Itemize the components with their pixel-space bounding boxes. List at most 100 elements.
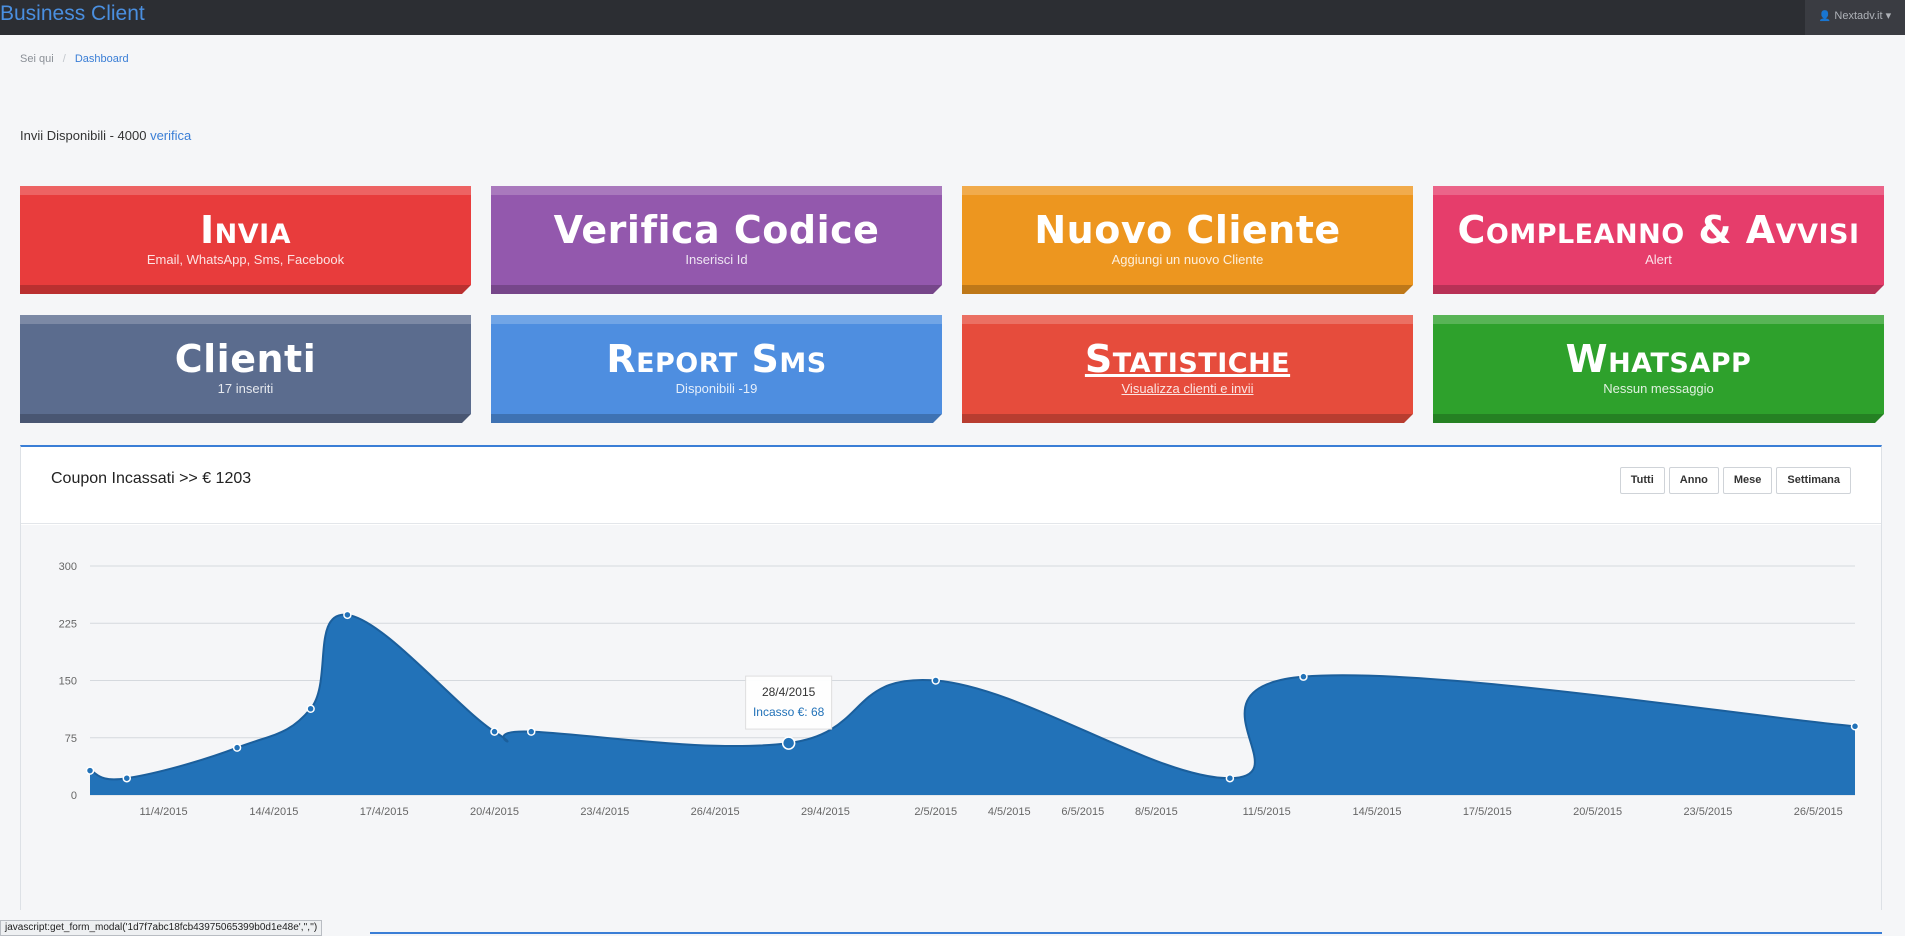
series-line [89,613,1856,781]
tile-top-strip [962,315,1413,324]
range-button-group: Tutti Anno Mese Settimana [1619,467,1851,494]
tile-title: Invia [199,208,292,252]
data-point [1225,773,1235,783]
tile-corner [1875,414,1884,423]
x-tick-label: 14/4/2015 [249,806,298,818]
tile-title: Nuovo Cliente [1034,208,1341,252]
tooltip-value: Incasso €: 68 [753,705,825,719]
x-tick-label: 8/5/2015 [1135,806,1178,818]
tile-subtitle: Inserisci Id [685,252,748,267]
tile-bottom-strip [962,285,1413,294]
credits-text: Invii Disponibili - 4000 [20,128,147,143]
tooltip-date: 28/4/2015 [762,685,816,699]
tile-bottom-strip [20,285,471,294]
chart-body: 0 75 150 225 300 11/4/2015 14/4/2015 17/4/2015 2… [21,525,1881,910]
data-point [490,727,499,736]
tile-subtitle: Alert [1645,252,1672,267]
tile-title: Whatsapp [1565,337,1752,381]
tile-corner [1875,285,1884,294]
tile-subtitle: Visualizza clienti e invii [1121,381,1254,396]
tile-top-strip [491,315,942,324]
y-tick-label: 150 [59,676,77,688]
tile-corner [462,414,471,423]
x-tick-label: 29/4/2015 [801,806,850,818]
x-tick-label: 17/5/2015 [1463,806,1512,818]
x-tick-label: 20/5/2015 [1573,806,1622,818]
chart-title: Coupon Incassati >> € 1203 [51,470,252,487]
data-point [781,736,796,750]
data-point [527,727,536,736]
brand-title[interactable]: Business Client [0,2,145,25]
tile-title: Statistiche [1084,337,1291,381]
browser-status-bar: javascript:get_form_modal('1d7f7abc18fcb… [0,920,323,936]
chart-header: Coupon Incassati >> € 1203 Tutti Anno Me… [21,447,1881,524]
tile-corner [1404,285,1413,294]
x-tick-label: 6/5/2015 [1061,806,1104,818]
user-icon: 👤 [1818,11,1832,22]
data-point [343,610,352,620]
y-tick-label: 225 [59,618,77,630]
tooltip-box [745,675,833,730]
tile-verify-code[interactable]: Verifica Codice Inserisci Id [491,186,942,294]
tile-bottom-strip [1433,285,1884,294]
breadcrumb-current[interactable]: Dashboard [74,53,129,65]
tile-title: Report Sms [606,337,827,381]
data-point [122,773,132,783]
credits-info: Invii Disponibili - 4000 verifica [20,128,191,143]
tile-corner [462,285,471,294]
x-tick-label: 11/4/2015 [139,806,187,818]
tile-sms-report[interactable]: Report Sms Disponibili -19 [491,315,942,423]
area-chart[interactable]: 0 75 150 225 300 11/4/2015 14/4/2015 17/4/2015 2… [21,525,1881,910]
tile-top-strip [1433,186,1884,195]
verify-link[interactable]: verifica [150,128,192,143]
x-tick-label: 11/5/2015 [1243,806,1291,818]
tile-top-strip [962,186,1413,195]
x-tick-label: 14/5/2015 [1353,806,1402,818]
breadcrumb: Sei qui / Dashboard [20,53,129,65]
y-tick-label: 75 [65,733,77,745]
range-all-button[interactable]: Tutti [1619,467,1665,494]
user-menu[interactable]: 👤 Nextadv.it ▾ [1805,0,1905,35]
range-month-button[interactable]: Mese [1722,467,1773,494]
user-name: Nextadv.it [1834,10,1883,22]
tile-corner [1404,414,1413,423]
tile-subtitle: 17 inseriti [217,381,274,396]
breadcrumb-home: Sei qui [20,53,54,65]
data-point [931,676,940,685]
tile-subtitle: Disponibili -19 [675,381,758,396]
tile-bottom-strip [491,414,942,423]
tile-top-strip [20,315,471,324]
tile-send[interactable]: Invia Email, WhatsApp, Sms, Facebook [20,186,471,294]
panel-divider [370,932,1882,934]
tile-top-strip [491,186,942,195]
x-tick-label: 20/4/2015 [470,806,519,818]
area-fill [90,614,1855,795]
tile-birthday-alerts[interactable]: Compleanno & Avvisi Alert [1433,186,1884,294]
tile-statistics[interactable]: Statistiche Visualizza clienti e invii [962,315,1413,423]
tile-bottom-strip [1433,414,1884,423]
tile-title: Verifica Codice [553,208,880,252]
range-week-button[interactable]: Settimana [1776,467,1851,494]
tile-whatsapp[interactable]: Whatsapp Nessun messaggio [1433,315,1884,423]
data-point [232,743,242,752]
tile-bottom-strip [491,285,942,294]
tile-title: Compleanno & Avvisi [1457,208,1860,252]
range-year-button[interactable]: Anno [1668,467,1719,494]
x-tick-label: 4/5/2015 [988,806,1031,818]
breadcrumb-separator: / [62,53,66,65]
tile-subtitle: Email, WhatsApp, Sms, Facebook [146,252,345,267]
tile-subtitle: Nessun messaggio [1603,381,1714,396]
x-tick-label: 26/5/2015 [1794,806,1843,818]
y-tick-label: 0 [71,790,77,802]
tile-new-client[interactable]: Nuovo Cliente Aggiungi un nuovo Cliente [962,186,1413,294]
x-tick-label: 23/5/2015 [1683,806,1732,818]
data-point [1299,672,1308,681]
data-point [306,704,315,713]
tile-top-strip [1433,315,1884,324]
tile-clients[interactable]: Clienti 17 inseriti [20,315,471,423]
tile-corner [933,414,942,423]
y-tick-label: 300 [59,561,77,573]
caret-down-icon: ▾ [1885,10,1892,22]
data-point [85,766,95,775]
x-tick-label: 26/4/2015 [691,806,740,818]
